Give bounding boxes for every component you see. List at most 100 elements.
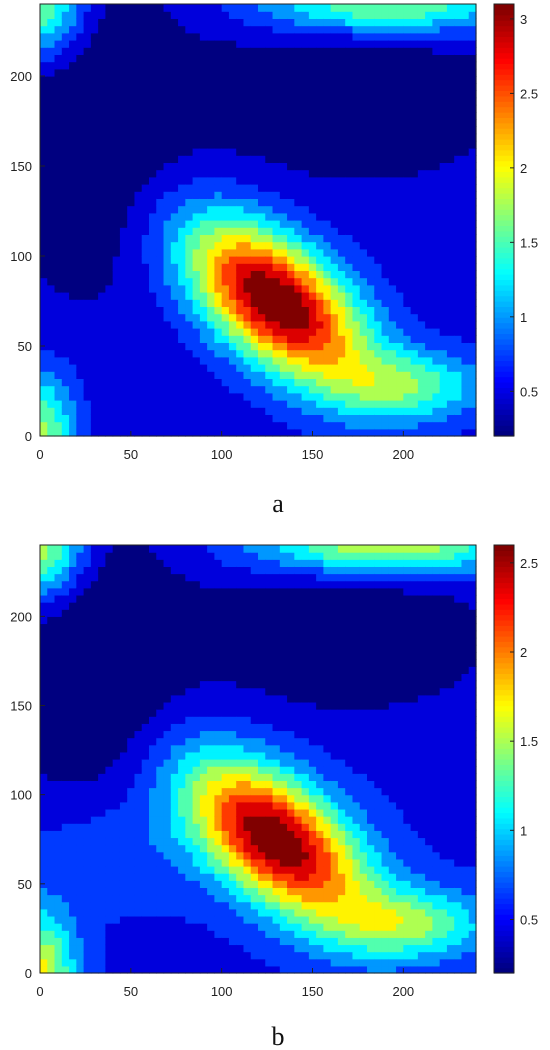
contour-cell	[61, 552, 70, 560]
contour-cell	[83, 256, 92, 264]
colorbar-segment	[494, 182, 514, 189]
contour-cell	[178, 937, 186, 946]
contour-cell	[156, 356, 165, 365]
contour-cell	[61, 744, 70, 753]
contour-cell	[141, 191, 150, 199]
contour-cell	[417, 25, 426, 34]
contour-cell	[127, 119, 136, 127]
contour-cell	[149, 930, 157, 938]
contour-cell	[432, 400, 441, 408]
contour-cell	[149, 637, 157, 646]
contour-cell	[105, 176, 114, 185]
contour-cell	[425, 76, 433, 84]
contour-cell	[178, 18, 186, 27]
contour-cell	[40, 566, 48, 575]
contour-cell	[149, 263, 157, 271]
contour-cell	[417, 184, 426, 192]
contour-cell	[294, 162, 303, 171]
contour-cell	[112, 744, 121, 753]
contour-cell	[199, 371, 208, 379]
contour-cell	[149, 587, 157, 596]
contour-cell	[54, 83, 63, 91]
contour-cell	[381, 335, 390, 343]
contour-cell	[185, 414, 194, 423]
contour-cell	[337, 32, 346, 41]
contour-cell	[214, 40, 223, 48]
contour-cell	[141, 400, 150, 408]
contour-cell	[396, 40, 404, 48]
contour-cell	[47, 313, 56, 322]
contour-cell	[178, 687, 186, 696]
contour-cell	[359, 356, 368, 365]
contour-cell	[149, 97, 157, 106]
contour-cell	[330, 97, 339, 106]
contour-cell	[105, 666, 114, 674]
contour-cell	[178, 169, 186, 178]
contour-cell	[432, 306, 441, 315]
contour-cell	[330, 47, 339, 55]
contour-cell	[54, 851, 63, 860]
contour-cell	[294, 191, 303, 199]
contour-cell	[403, 378, 412, 387]
contour-cell	[301, 11, 310, 19]
contour-cell	[178, 594, 186, 603]
contour-cell	[388, 414, 397, 423]
contour-cell	[258, 162, 266, 171]
contour-cell	[83, 808, 92, 817]
contour-cell	[47, 844, 56, 853]
contour-cell	[105, 133, 114, 142]
contour-cell	[170, 407, 179, 415]
contour-cell	[134, 191, 143, 199]
contour-cell	[417, 133, 426, 142]
contour-cell	[410, 205, 419, 214]
contour-cell	[396, 414, 404, 423]
colorbar-segment	[494, 187, 514, 194]
contour-cell	[141, 873, 150, 881]
colorbar-segment	[494, 79, 514, 86]
contour-cell	[119, 580, 128, 589]
contour-cell	[439, 4, 448, 12]
contour-cell	[112, 335, 121, 343]
contour-cell	[149, 680, 157, 689]
contour-cell	[221, 234, 230, 243]
contour-cell	[396, 292, 404, 300]
contour-cell	[236, 32, 245, 41]
contour-cell	[396, 371, 404, 379]
contour-cell	[90, 751, 99, 760]
contour-cell	[134, 659, 143, 667]
contour-cell	[265, 392, 274, 401]
contour-cell	[61, 248, 70, 257]
contour-cell	[185, 263, 194, 271]
contour-cell	[323, 270, 332, 279]
contour-cell	[425, 320, 433, 329]
contour-cell	[163, 320, 172, 329]
contour-cell	[207, 227, 215, 235]
contour-cell	[345, 126, 354, 135]
contour-cell	[76, 335, 85, 343]
contour-cell	[185, 104, 194, 113]
contour-cell	[178, 737, 186, 746]
contour-cell	[69, 61, 77, 70]
contour-cell	[221, 356, 230, 365]
colorbar-segment	[494, 371, 514, 378]
contour-cell	[40, 730, 48, 739]
contour-cell	[410, 4, 419, 12]
contour-cell	[446, 277, 455, 286]
contour-cell	[98, 169, 106, 178]
contour-cell	[316, 371, 324, 379]
contour-cell	[170, 573, 179, 582]
contour-cell	[367, 299, 375, 307]
contour-cell	[185, 808, 194, 817]
contour-cell	[112, 205, 121, 214]
contour-cell	[258, 97, 266, 106]
contour-cell	[345, 184, 354, 192]
contour-cell	[40, 773, 48, 781]
contour-cell	[337, 428, 346, 437]
colorbar-segment	[494, 322, 514, 329]
contour-cell	[243, 241, 252, 250]
contour-cell	[345, 356, 354, 365]
contour-cell	[54, 944, 63, 953]
contour-cell	[250, 320, 259, 329]
contour-cell	[454, 306, 463, 315]
contour-cell	[163, 40, 172, 48]
